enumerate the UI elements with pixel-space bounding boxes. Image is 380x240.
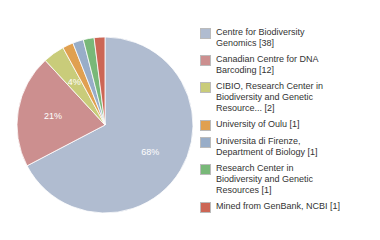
html-text:Centre for Biodiversity: Centre for Biodiversity — [216, 27, 305, 37]
svg-text:21%: 21% — [44, 111, 62, 121]
html-text:Research Center in: Research Center in — [216, 163, 294, 173]
html-text:University of Oulu [1]: University of Oulu [1] — [216, 119, 300, 129]
html-text:Universita di Firenze,: Universita di Firenze, — [216, 136, 301, 146]
html-text:Resources [1]: Resources [1] — [216, 185, 272, 195]
html-text:Canadian Centre for DNA: Canadian Centre for DNA — [216, 54, 319, 64]
html-text:Genomics [38]: Genomics [38] — [216, 38, 274, 48]
html-text:Resource... [2]: Resource... [2] — [216, 103, 275, 113]
html-text:Biodiversity and Genetic: Biodiversity and Genetic — [216, 92, 314, 102]
svg-text:68%: 68% — [141, 147, 159, 157]
html-text:CIBIO, Research Center in: CIBIO, Research Center in — [216, 81, 323, 91]
svg-text:4%: 4% — [68, 77, 81, 87]
html-text:Biodiversity and Genetic: Biodiversity and Genetic — [216, 174, 314, 184]
html-text:Barcoding [12]: Barcoding [12] — [216, 65, 274, 75]
html-text:Department of Biology [1]: Department of Biology [1] — [216, 147, 318, 157]
html-text:Mined from GenBank, NCBI [1]: Mined from GenBank, NCBI [1] — [216, 201, 341, 211]
